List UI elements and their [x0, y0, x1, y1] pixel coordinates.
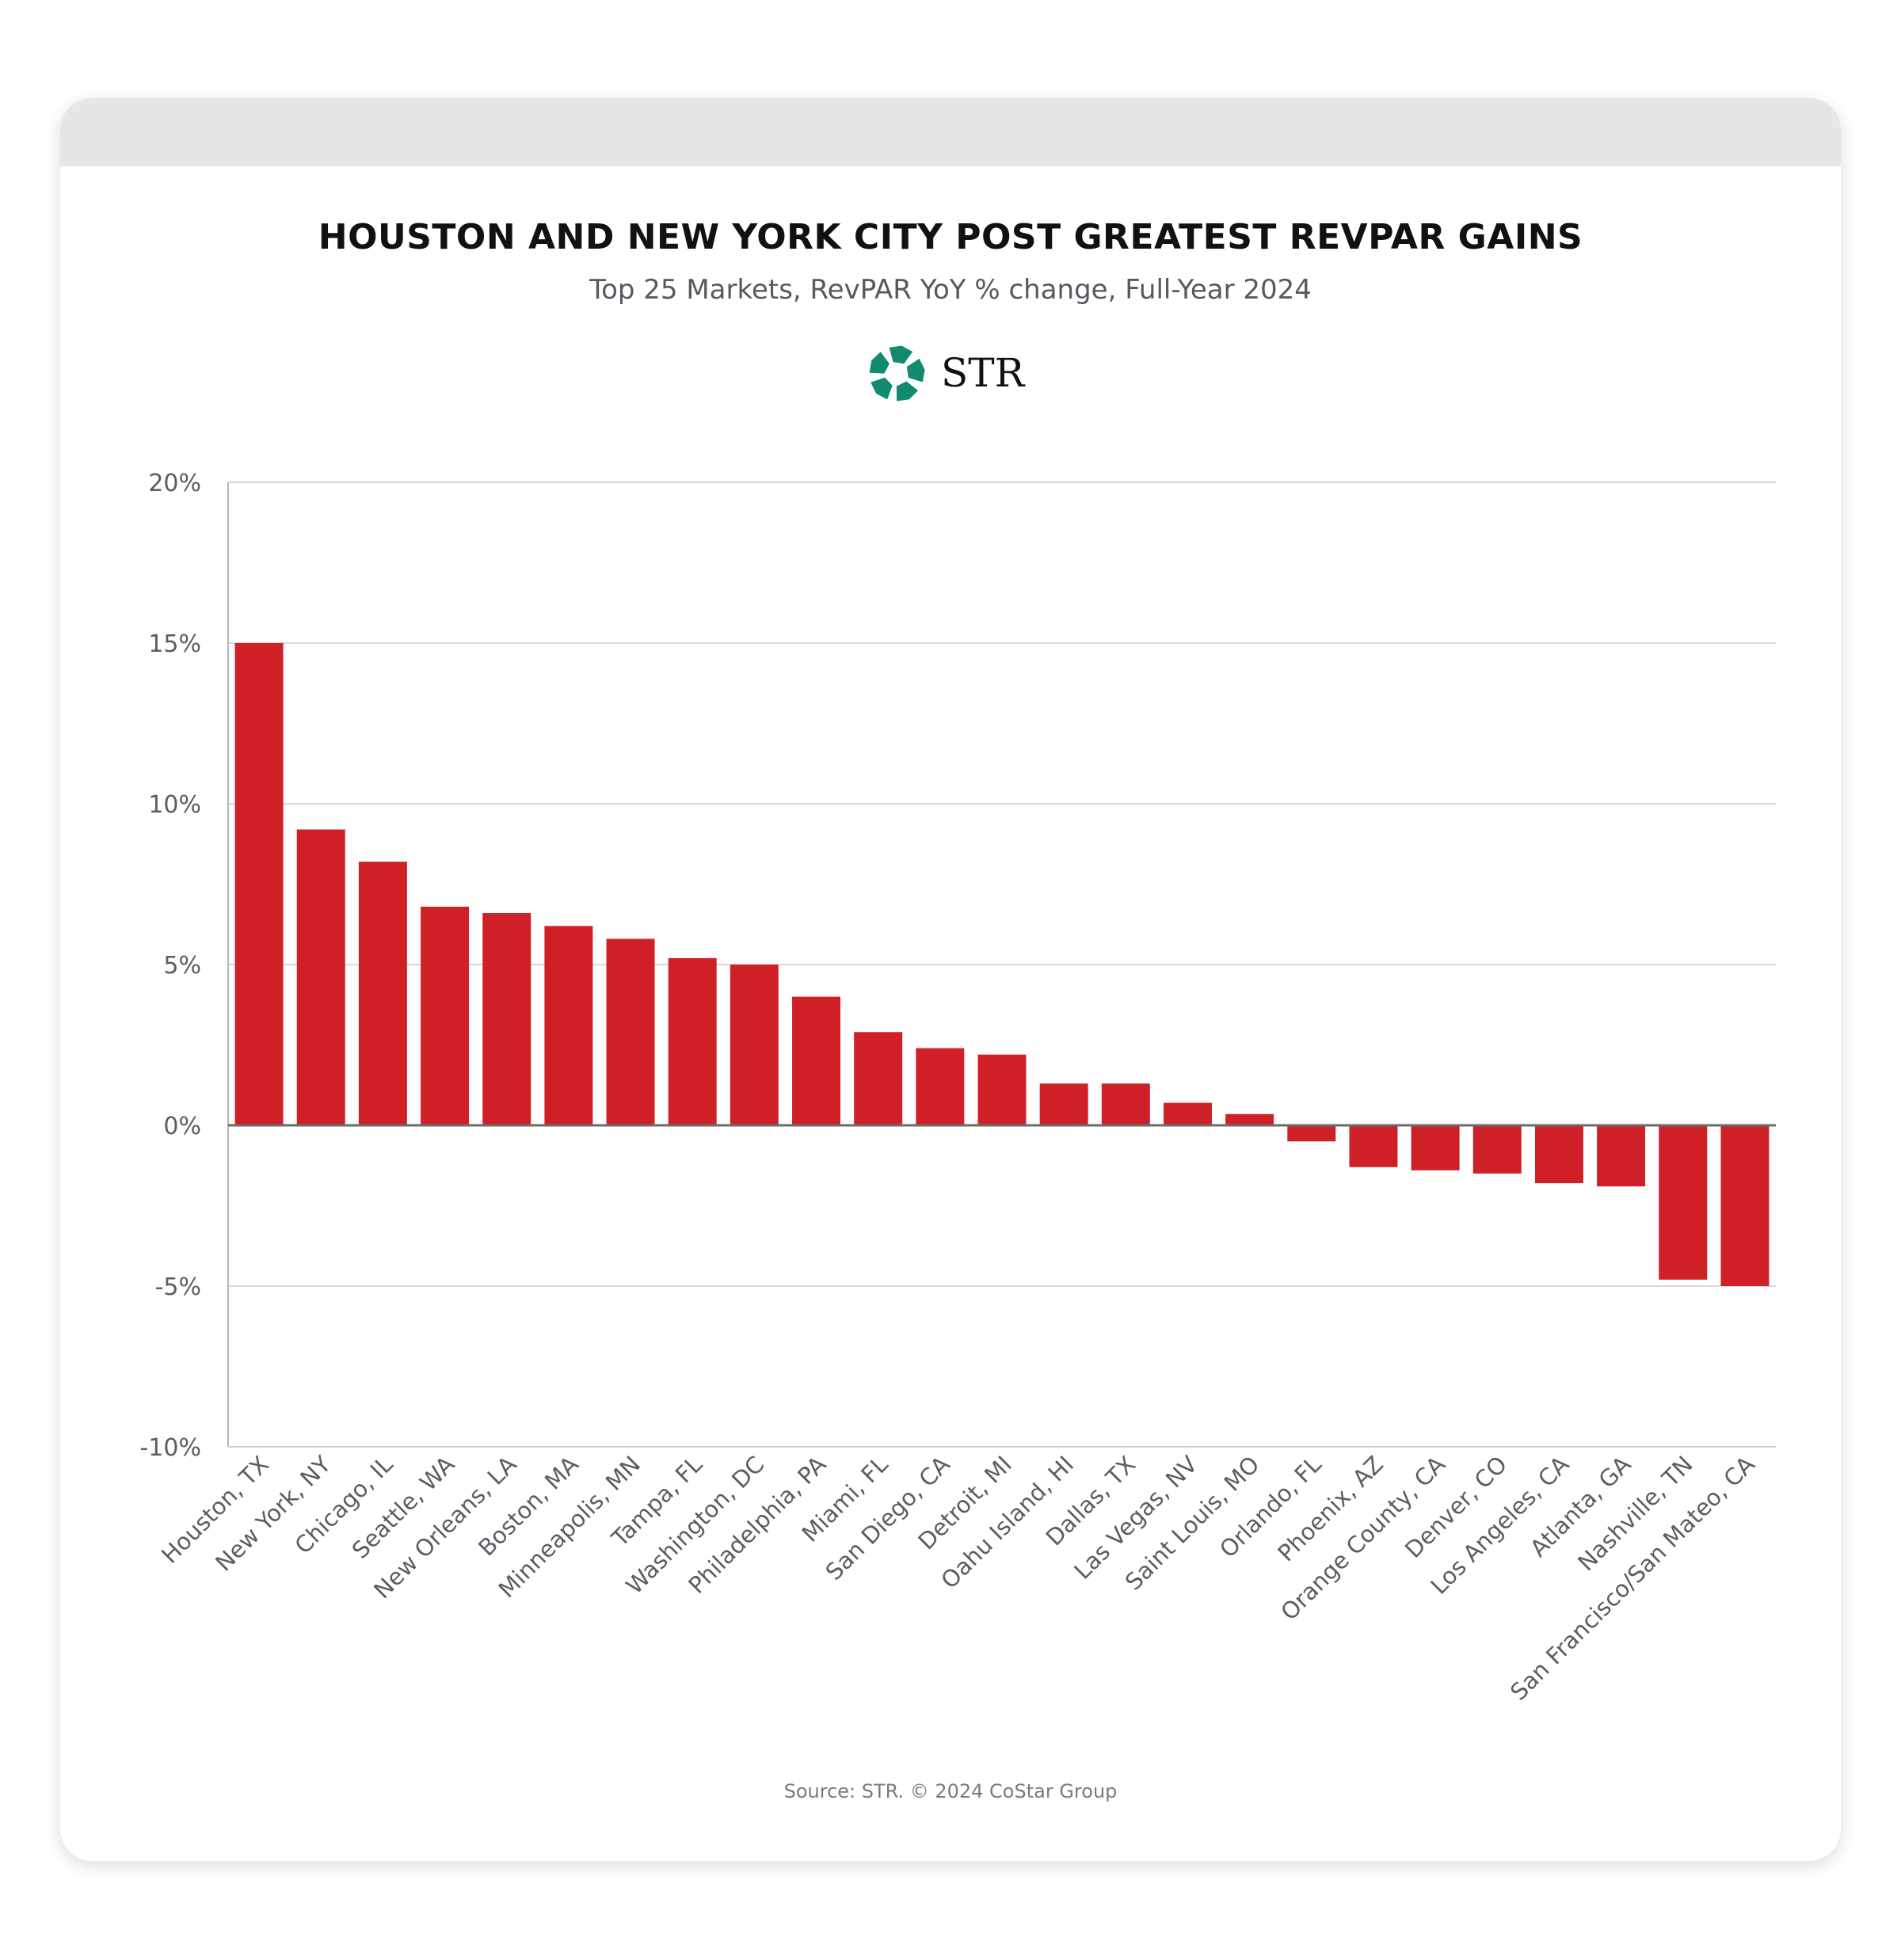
bar	[1163, 1102, 1212, 1125]
y-tick-label: 20%	[148, 470, 201, 497]
bar	[1411, 1125, 1460, 1170]
str-logo-icon	[869, 345, 925, 402]
bar	[730, 965, 779, 1125]
bar	[544, 926, 593, 1125]
y-tick-label: -10%	[139, 1434, 201, 1462]
bar	[1349, 1125, 1398, 1167]
logo-petal	[870, 377, 893, 400]
gridlines	[228, 481, 1776, 1287]
bar	[792, 996, 841, 1125]
bar	[358, 862, 407, 1125]
bar	[421, 906, 470, 1125]
bar	[1720, 1125, 1770, 1286]
bar	[1534, 1125, 1583, 1184]
bars	[234, 643, 1770, 1286]
bar	[668, 957, 717, 1125]
logo-petal	[896, 381, 919, 402]
y-tick-label: -5%	[155, 1273, 201, 1301]
chart-subtitle: Top 25 Markets, RevPAR YoY % change, Ful…	[589, 274, 1312, 306]
card-header-bar	[60, 98, 1841, 166]
y-tick-labels: 20% 15% 10% 5% 0% -5% -10%	[139, 470, 201, 1462]
logo-petal	[889, 345, 913, 364]
chart-title: HOUSTON AND NEW YORK CITY POST GREATEST …	[318, 217, 1583, 257]
str-logo: STR	[865, 342, 1055, 405]
logo-petal	[906, 358, 925, 382]
bar	[854, 1032, 903, 1125]
y-tick-label: 0%	[163, 1113, 201, 1140]
bar	[1101, 1083, 1150, 1125]
y-tick-label: 5%	[163, 952, 201, 980]
y-tick-label: 10%	[148, 791, 201, 819]
str-logo-text: STR	[941, 350, 1025, 396]
bar	[916, 1048, 965, 1125]
bar	[606, 938, 655, 1125]
axes	[227, 482, 1776, 1448]
source-note: Source: STR. © 2024 CoStar Group	[783, 1780, 1118, 1802]
bar	[1597, 1125, 1646, 1187]
x-tick-label: Houston, TX	[156, 1451, 274, 1569]
bar	[1659, 1125, 1708, 1280]
bar	[1039, 1083, 1088, 1125]
bar	[1225, 1113, 1274, 1125]
y-tick-label: 15%	[148, 630, 201, 658]
bar	[1472, 1125, 1522, 1174]
bar	[977, 1054, 1027, 1125]
chart-card: HOUSTON AND NEW YORK CITY POST GREATEST …	[60, 98, 1841, 1861]
bar	[234, 643, 284, 1125]
bar	[1287, 1125, 1336, 1142]
logo-petal	[869, 352, 890, 374]
bar	[482, 913, 531, 1125]
bar	[296, 829, 345, 1125]
